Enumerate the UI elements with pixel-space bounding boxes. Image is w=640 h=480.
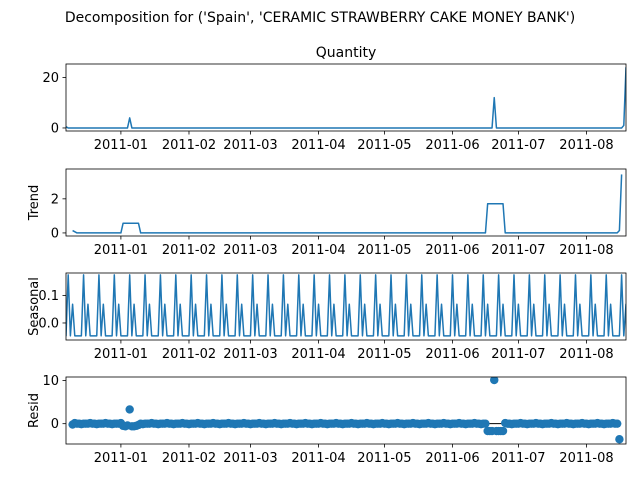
- series-group: [68, 377, 624, 444]
- x-tick-label: 2011-05: [357, 243, 411, 258]
- figure-suptitle: Decomposition for ('Spain', 'CERAMIC STR…: [65, 10, 575, 26]
- x-tick-label: 2011-06: [425, 347, 479, 362]
- resid-point: [613, 419, 622, 428]
- x-tick-label: 2011-05: [357, 451, 411, 466]
- x-tick-label: 2011-08: [559, 347, 613, 362]
- x-tick-label: 2011-02: [162, 243, 216, 258]
- x-tick-label: 2011-03: [223, 243, 277, 258]
- x-tick-label: 2011-07: [491, 347, 545, 362]
- x-tick-label: 2011-04: [291, 347, 345, 362]
- axes-frame: [65, 376, 627, 445]
- panel-title: Quantity: [316, 45, 377, 61]
- axes-frame: [65, 272, 627, 341]
- x-tick-label: 2011-03: [223, 138, 277, 153]
- axes-frame: [65, 63, 627, 132]
- x-tick-label: 2011-01: [94, 138, 148, 153]
- x-tick-label: 2011-05: [357, 347, 411, 362]
- resid-point: [498, 426, 508, 436]
- x-tick-label: 2011-04: [291, 243, 345, 258]
- series-line: [66, 67, 626, 129]
- y-tick-label: 0.1: [38, 289, 59, 304]
- y-tick-label: 0: [51, 226, 59, 241]
- y-tick-label: 10: [42, 374, 59, 389]
- y-axis-label: Seasonal: [27, 277, 42, 336]
- series-group: [66, 274, 626, 337]
- panel-1: 0 20 2011-01 2011-02 2011-03 2011-04 2011-05 20…: [42, 45, 627, 153]
- x-tick-label: 2011-03: [223, 347, 277, 362]
- resid-point: [615, 435, 624, 444]
- x-tick-label: 2011-01: [94, 243, 148, 258]
- x-tick-label: 2011-03: [223, 451, 277, 466]
- x-tick-label: 2011-05: [357, 138, 411, 153]
- resid-point: [125, 405, 134, 414]
- y-tick-label: 0.0: [38, 316, 59, 331]
- y-tick-label: 0: [51, 121, 59, 136]
- resid-point: [481, 419, 490, 428]
- x-tick-label: 2011-04: [291, 451, 345, 466]
- series-group: [72, 174, 623, 234]
- x-tick-label: 2011-04: [291, 138, 345, 153]
- panel-3: 0.0 0.1 2011-01 2011-02 2011-03 2011-04 2011-0…: [27, 272, 627, 362]
- y-axis-label: Trend: [27, 185, 42, 222]
- panel-4: 0 10 2011-01 2011-02 2011-03 2011-04 2011-05 20…: [27, 374, 627, 466]
- x-tick-label: 2011-02: [162, 347, 216, 362]
- y-axis-label: Resid: [27, 393, 42, 428]
- y-tick-label: 20: [42, 71, 59, 86]
- x-tick-label: 2011-07: [491, 138, 545, 153]
- x-tick-label: 2011-07: [491, 451, 545, 466]
- axes-frame: [65, 168, 627, 237]
- x-tick-label: 2011-08: [559, 451, 613, 466]
- panel-2: 0 2 2011-01 2011-02 2011-03 2011-04 2011-05 201…: [27, 168, 627, 258]
- x-tick-label: 2011-06: [425, 243, 479, 258]
- x-tick-label: 2011-01: [94, 347, 148, 362]
- y-tick-label: 2: [51, 192, 59, 207]
- series-line: [66, 274, 626, 337]
- x-tick-label: 2011-01: [94, 451, 148, 466]
- x-tick-label: 2011-08: [559, 138, 613, 153]
- x-tick-label: 2011-08: [559, 243, 613, 258]
- y-tick-label: 0: [51, 417, 59, 432]
- x-tick-label: 2011-07: [491, 243, 545, 258]
- series-line: [72, 174, 623, 234]
- series-group: [66, 67, 626, 129]
- resid-point: [490, 377, 499, 385]
- x-tick-label: 2011-06: [425, 138, 479, 153]
- x-tick-label: 2011-02: [162, 138, 216, 153]
- x-tick-label: 2011-02: [162, 451, 216, 466]
- x-tick-label: 2011-06: [425, 451, 479, 466]
